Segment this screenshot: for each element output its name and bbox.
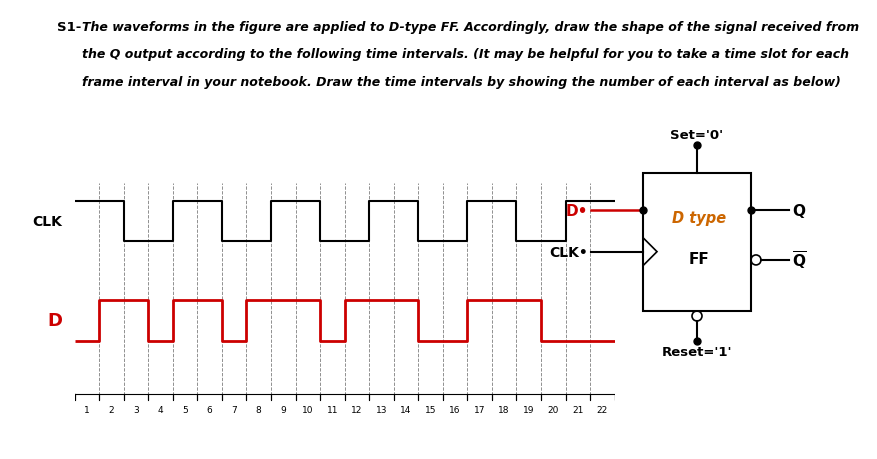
Text: FF: FF <box>688 252 709 267</box>
Text: 5: 5 <box>182 405 188 414</box>
Text: 18: 18 <box>498 405 510 414</box>
Text: 17: 17 <box>474 405 485 414</box>
Text: 2: 2 <box>109 405 114 414</box>
Text: 7: 7 <box>231 405 237 414</box>
Text: CLK•: CLK• <box>549 245 588 259</box>
Text: Set='0': Set='0' <box>670 129 723 142</box>
Text: 21: 21 <box>572 405 583 414</box>
Text: 10: 10 <box>302 405 313 414</box>
Text: 9: 9 <box>280 405 286 414</box>
Text: 22: 22 <box>596 405 607 414</box>
Text: D•: D• <box>565 203 588 218</box>
Text: the Q output according to the following time intervals. (It may be helpful for y: the Q output according to the following … <box>82 48 848 61</box>
Text: $\mathbf{\overline{Q}}$: $\mathbf{\overline{Q}}$ <box>791 249 806 271</box>
Text: CLK: CLK <box>32 215 62 229</box>
Text: S1-: S1- <box>57 21 82 34</box>
Text: 8: 8 <box>255 405 261 414</box>
Text: The waveforms in the figure are applied to D-type FF. Accordingly, draw the shap: The waveforms in the figure are applied … <box>82 21 858 34</box>
Text: 19: 19 <box>523 405 534 414</box>
Text: 1: 1 <box>84 405 89 414</box>
Text: 14: 14 <box>400 405 411 414</box>
Text: Q: Q <box>791 203 804 218</box>
Text: 12: 12 <box>351 405 362 414</box>
Text: D type: D type <box>671 210 725 225</box>
Text: 6: 6 <box>206 405 212 414</box>
Text: frame interval in your notebook. Draw the time intervals by showing the number o: frame interval in your notebook. Draw th… <box>82 76 839 89</box>
Text: 15: 15 <box>424 405 436 414</box>
Text: 20: 20 <box>547 405 559 414</box>
Text: 3: 3 <box>133 405 139 414</box>
Text: 11: 11 <box>326 405 338 414</box>
Text: D: D <box>47 312 62 330</box>
Text: 13: 13 <box>375 405 387 414</box>
Text: 16: 16 <box>449 405 460 414</box>
Text: 4: 4 <box>158 405 163 414</box>
Text: Reset='1': Reset='1' <box>661 345 731 358</box>
Bar <box>642 174 750 311</box>
